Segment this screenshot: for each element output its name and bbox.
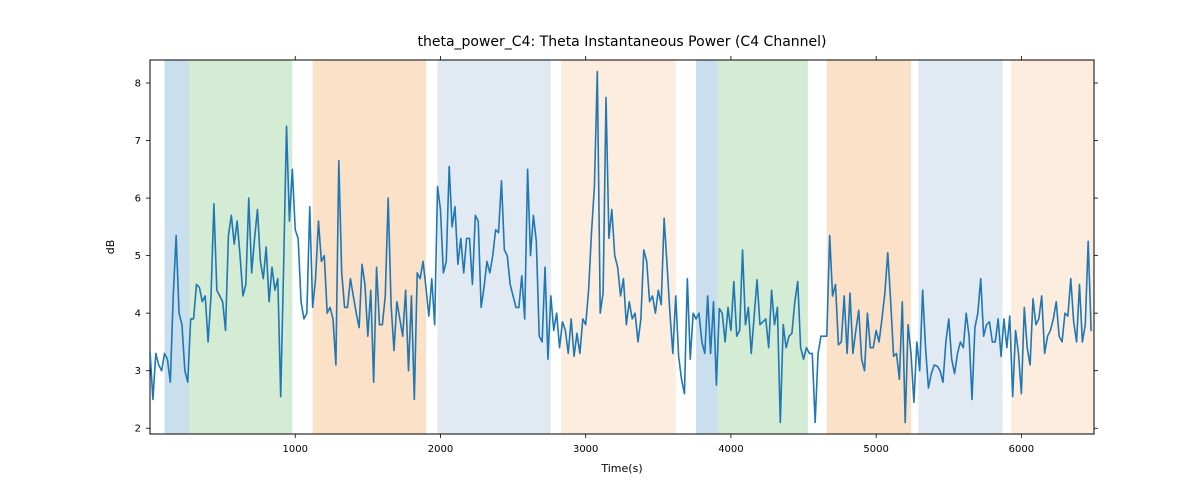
y-tick-label: 6 [135, 194, 141, 205]
band [561, 60, 676, 434]
band [696, 60, 718, 434]
y-tick-label: 4 [135, 309, 141, 320]
band [718, 60, 808, 434]
chart-container: 1000 2000 3000 4000 5000 6000 2 3 4 5 6 7 8 Time(s) dB… [0, 0, 1200, 500]
band [189, 60, 292, 434]
y-tick-label: 3 [135, 366, 141, 377]
x-tick-label: 1000 [283, 444, 308, 455]
x-tick-label: 3000 [573, 444, 598, 455]
band [313, 60, 426, 434]
chart-title: theta_power_C4: Theta Instantaneous Powe… [417, 34, 826, 50]
y-tick-label: 5 [135, 251, 141, 262]
x-tick-label: 5000 [863, 444, 888, 455]
y-axis-label: dB [104, 240, 117, 255]
band [1011, 60, 1094, 434]
x-tick-label: 6000 [1009, 444, 1034, 455]
band [827, 60, 911, 434]
x-tick-label: 4000 [718, 444, 743, 455]
line-chart: 1000 2000 3000 4000 5000 6000 2 3 4 5 6 7 8 Time(s) dB… [0, 0, 1200, 500]
x-tick-label: 2000 [428, 444, 453, 455]
y-tick-label: 7 [135, 136, 141, 147]
y-tick-label: 2 [135, 424, 141, 435]
background-bands [165, 60, 1094, 434]
y-tick-label: 8 [135, 79, 141, 90]
x-axis-label: Time(s) [600, 462, 642, 475]
